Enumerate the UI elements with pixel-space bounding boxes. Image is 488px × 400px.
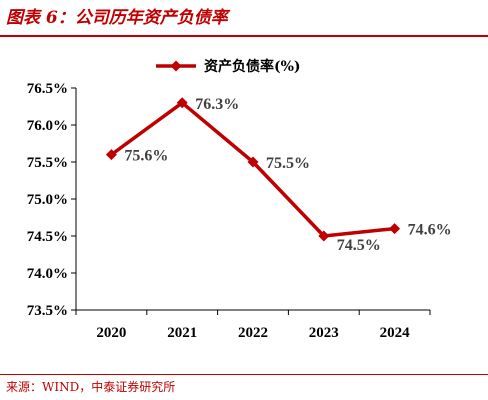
y-tick-labels: 76.5% 76.0% 75.5% 75.0% 74.5% 74.0% 73.5% <box>27 81 68 319</box>
line-chart: 资产负债率(%) 76.5%76.0%75.5%75.0%74.5%74.0%7… <box>27 58 452 341</box>
x-tick-label: 2021 <box>167 325 197 341</box>
y-tick-label: 74.5% <box>27 229 68 245</box>
y-tick-label: 74.0% <box>27 266 68 282</box>
data-label: 75.6% <box>124 148 168 165</box>
data-point-marker <box>389 223 401 235</box>
data-point-marker <box>247 156 259 168</box>
y-tick-label: 75.5% <box>27 155 68 171</box>
y-tick-label: 73.5% <box>27 303 68 319</box>
title-divider <box>0 35 488 37</box>
x-tick-label: 2024 <box>380 325 411 341</box>
data-point-marker <box>318 230 330 242</box>
legend-label: 资产负债率(%) <box>204 58 301 75</box>
x-tick-label: 2020 <box>96 325 126 341</box>
data-label: 74.5% <box>337 237 381 254</box>
y-tick-label: 76.0% <box>27 118 68 134</box>
data-label: 76.3% <box>195 96 239 113</box>
chart-axes <box>71 87 431 315</box>
data-labels: 75.6% 76.3% 75.5% 74.5% 74.6% <box>124 96 451 254</box>
x-tick-labels: 2020 2021 2022 2023 2024 <box>96 325 410 341</box>
source-note: 来源：WIND，中泰证券研究所 <box>6 380 176 394</box>
footer-divider <box>0 374 488 375</box>
x-tick-label: 2023 <box>309 325 339 341</box>
x-tick-label: 2022 <box>238 325 268 341</box>
data-label: 75.5% <box>266 155 310 172</box>
data-point-marker <box>176 97 188 109</box>
y-tick-label: 76.5% <box>27 81 68 97</box>
y-tick-label: 75.0% <box>27 192 68 208</box>
series-line-path <box>110 101 395 238</box>
series-line <box>105 97 401 242</box>
legend: 资产负债率(%) <box>156 58 301 75</box>
data-point-marker <box>105 149 117 161</box>
data-label: 74.6% <box>408 222 452 239</box>
legend-marker-swatch <box>170 60 182 72</box>
figure-title: 图表 6：公司历年资产负债率 <box>6 8 228 28</box>
